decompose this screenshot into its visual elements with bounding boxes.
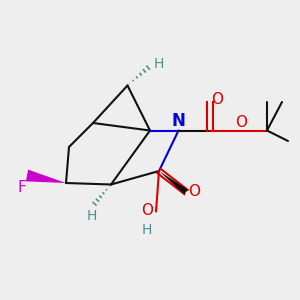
Text: O: O (212, 92, 224, 107)
Text: H: H (142, 223, 152, 236)
Text: O: O (141, 203, 153, 218)
Text: O: O (235, 115, 247, 130)
Text: O: O (188, 184, 200, 199)
Text: H: H (153, 57, 164, 70)
Text: N: N (172, 112, 185, 130)
Polygon shape (159, 171, 188, 194)
Polygon shape (26, 169, 66, 183)
Text: F: F (17, 180, 26, 195)
Text: H: H (86, 209, 97, 223)
